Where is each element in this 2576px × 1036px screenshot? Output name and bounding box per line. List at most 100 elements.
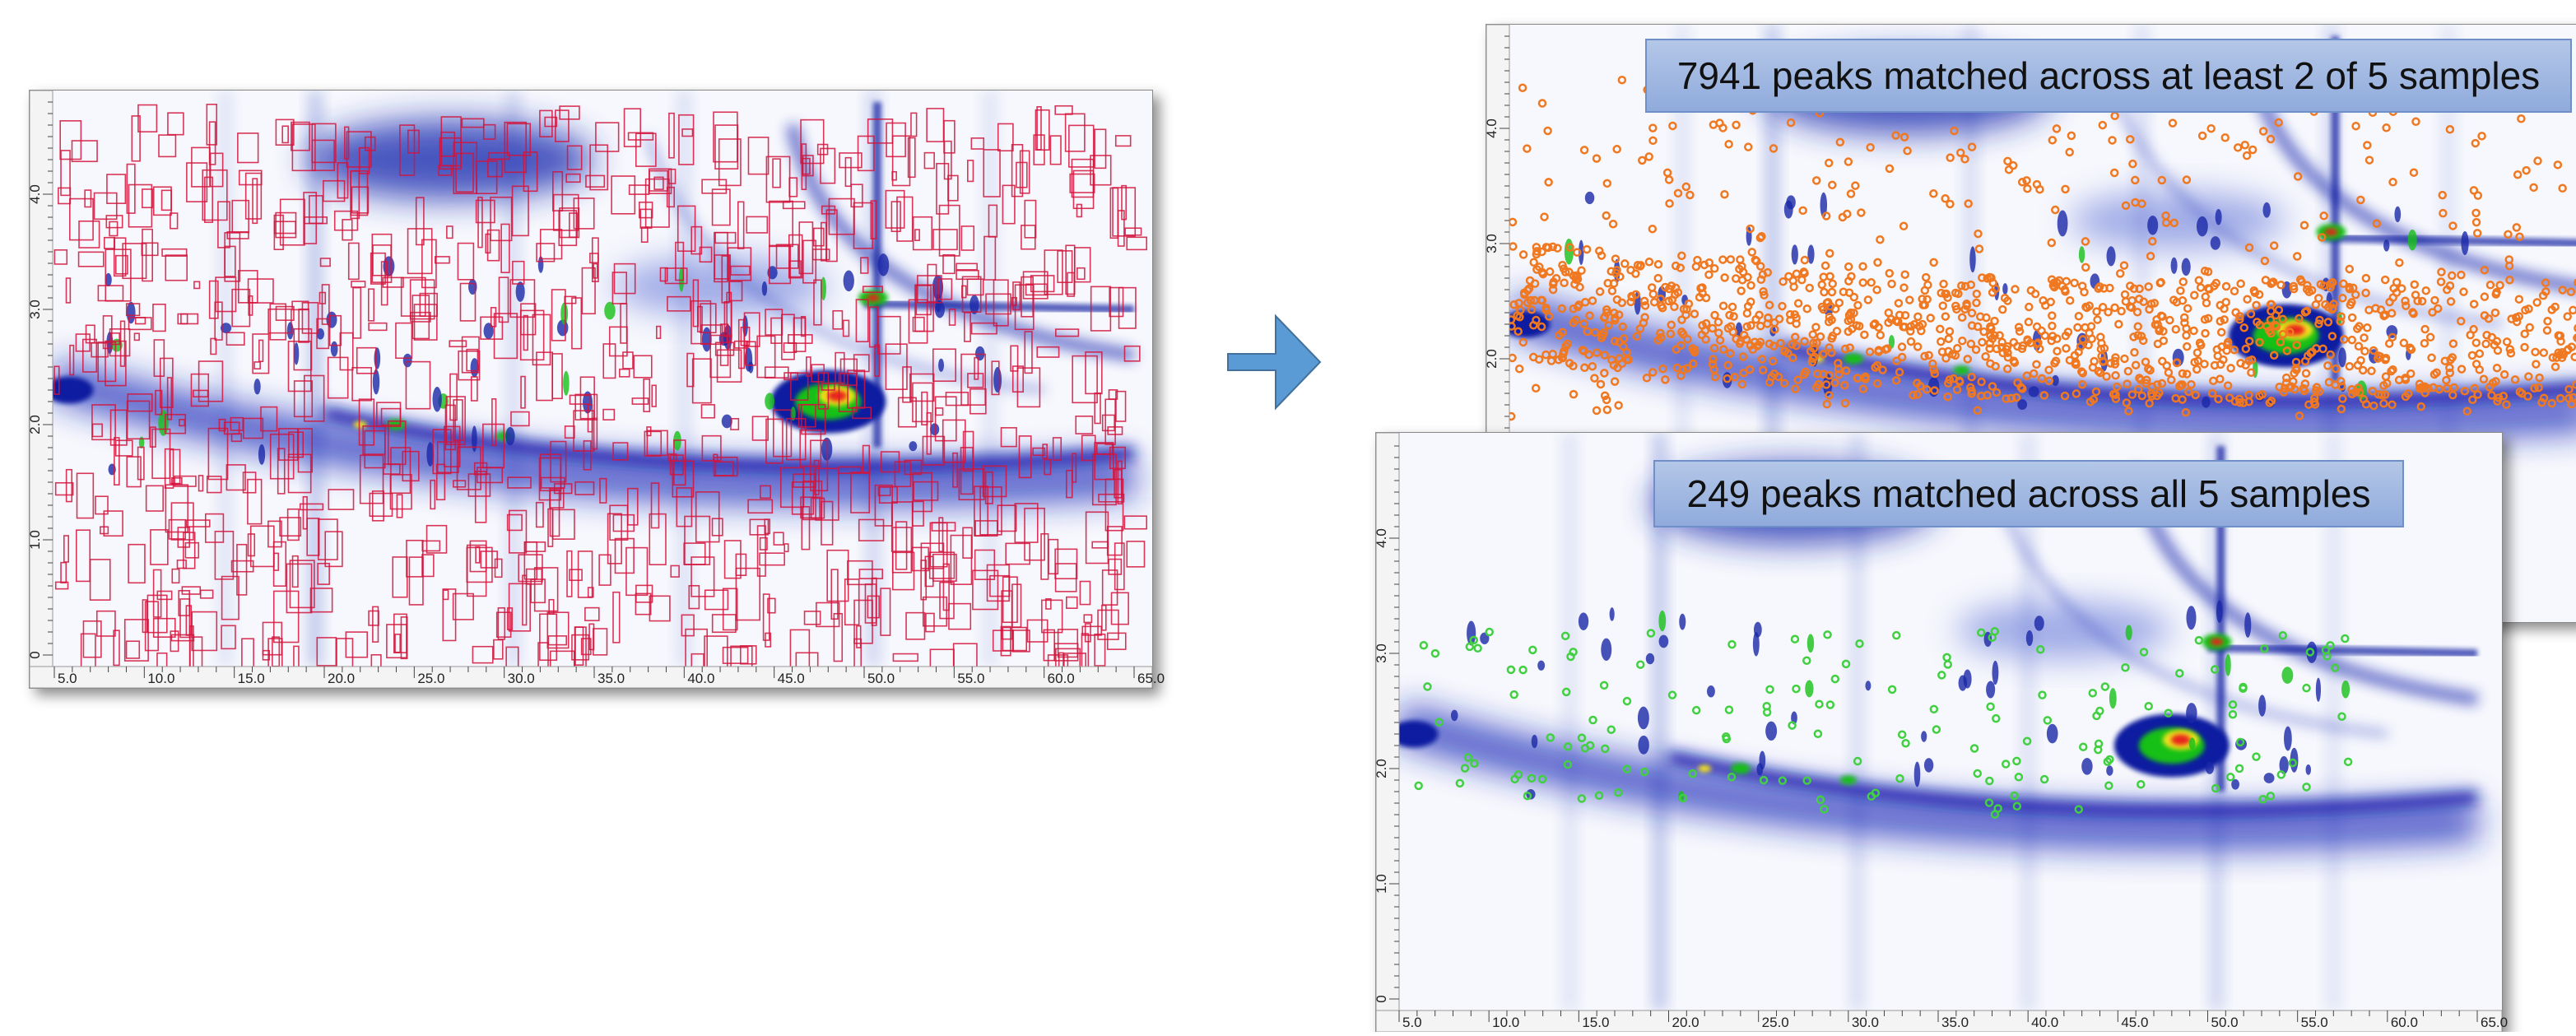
small-peak: [909, 441, 917, 451]
small-peak: [331, 341, 338, 357]
small-peak: [472, 425, 477, 452]
small-peak: [1579, 612, 1588, 630]
small-peak: [2341, 681, 2350, 699]
y-tick-label: 2.0: [27, 415, 43, 434]
small-peak: [2147, 216, 2158, 235]
caption: 7941 peaks matched across at least 2 of …: [1677, 54, 2540, 97]
small-peak: [2029, 386, 2039, 397]
small-peak: [2338, 347, 2346, 367]
small-peak: [433, 387, 442, 411]
small-peak: [1451, 710, 1458, 722]
small-peak: [2461, 231, 2468, 255]
small-peak: [127, 302, 136, 323]
small-peak: [2109, 688, 2117, 708]
small-peak: [258, 444, 265, 465]
peak: [1731, 763, 1751, 774]
y-tick-label: 0: [27, 651, 43, 658]
peak: [354, 421, 367, 429]
small-peak: [1658, 611, 1666, 631]
small-peak: [1532, 735, 1538, 748]
small-peak: [993, 367, 1002, 393]
y-tick-label: 4.0: [1374, 528, 1389, 548]
small-peak: [2079, 246, 2085, 262]
x-tick-label: 55.0: [957, 671, 984, 686]
y-tick-label: 1.0: [27, 530, 43, 550]
x-tick-label: 45.0: [778, 671, 805, 686]
blob: [612, 258, 828, 315]
y-axis-strip: [1376, 433, 1399, 1010]
small-peak: [2047, 724, 2058, 744]
small-peak: [1659, 635, 1669, 648]
peak: [827, 390, 847, 401]
small-peak: [1807, 634, 1814, 653]
x-tick-label: 65.0: [1137, 671, 1165, 686]
small-peak: [2206, 762, 2214, 774]
small-peak: [2182, 258, 2191, 276]
small-peak: [1707, 685, 1715, 697]
small-peak: [2081, 758, 2092, 775]
x-tick-label: 15.0: [238, 671, 265, 686]
x-tick-label: 55.0: [2301, 1015, 2328, 1030]
peak: [2324, 229, 2337, 236]
small-peak: [2216, 209, 2222, 225]
x-axis-strip: [1376, 1010, 2502, 1032]
small-peak: [516, 281, 525, 302]
small-peak: [2034, 616, 2044, 630]
y-tick-label: 4.0: [1484, 118, 1500, 138]
small-peak: [1986, 681, 1995, 699]
small-peak: [505, 427, 514, 445]
blob: [2070, 192, 2286, 249]
x-tick-label: 50.0: [2211, 1015, 2239, 1030]
small-peak: [326, 312, 337, 328]
y-tick-label: 2.0: [1374, 759, 1389, 778]
small-peak: [1792, 244, 1798, 264]
x-tick-label: 15.0: [1582, 1015, 1609, 1030]
x-tick-label: 45.0: [2121, 1015, 2148, 1030]
small-peak: [765, 393, 774, 409]
x-tick-label: 20.0: [328, 671, 355, 686]
small-peak: [253, 379, 260, 394]
small-peak: [1914, 762, 1921, 787]
small-peak: [1601, 639, 1611, 661]
small-peak: [1805, 680, 1813, 697]
small-peak: [969, 295, 979, 314]
small-peak: [1784, 200, 1793, 218]
small-peak: [1537, 661, 1545, 671]
small-peak: [2197, 216, 2208, 237]
caption: 249 peaks matched across all 5 samples: [1687, 472, 2371, 515]
small-peak: [878, 253, 890, 276]
peak: [1954, 366, 1970, 375]
x-tick-label: 10.0: [1492, 1015, 1519, 1030]
small-peak: [742, 315, 747, 337]
small-peak: [1646, 653, 1654, 664]
small-peak: [2316, 678, 2321, 702]
small-peak: [762, 281, 767, 295]
h-streak: [2208, 648, 2478, 653]
streak: [1561, 433, 1578, 1010]
peak: [1844, 353, 1863, 364]
x-tick-label: 25.0: [417, 671, 444, 686]
small-peak: [1969, 246, 1975, 272]
small-peak: [1865, 681, 1871, 690]
small-peak: [2107, 246, 2116, 266]
small-peak: [2202, 397, 2210, 408]
small-peak: [2106, 765, 2113, 775]
small-peak: [287, 322, 294, 339]
small-peak: [484, 323, 494, 339]
y-tick-label: 3.0: [1374, 643, 1389, 663]
streak: [676, 91, 692, 667]
slide: 01.02.03.04.05.010.015.020.025.030.035.0…: [0, 0, 2576, 1032]
x-tick-label: 35.0: [1941, 1015, 1969, 1030]
small-peak: [2126, 625, 2132, 640]
y-tick-label: 3.0: [27, 300, 43, 319]
small-peak: [2211, 236, 2220, 250]
y-tick-label: 0: [1374, 995, 1389, 1002]
small-peak: [935, 301, 945, 318]
small-peak: [1565, 239, 1574, 265]
x-tick-label: 5.0: [1402, 1015, 1422, 1030]
y-tick-label: 2.0: [1484, 349, 1500, 369]
x-tick-label: 10.0: [147, 671, 174, 686]
x-tick-label: 60.0: [1048, 671, 1075, 686]
peak: [1698, 765, 1711, 773]
